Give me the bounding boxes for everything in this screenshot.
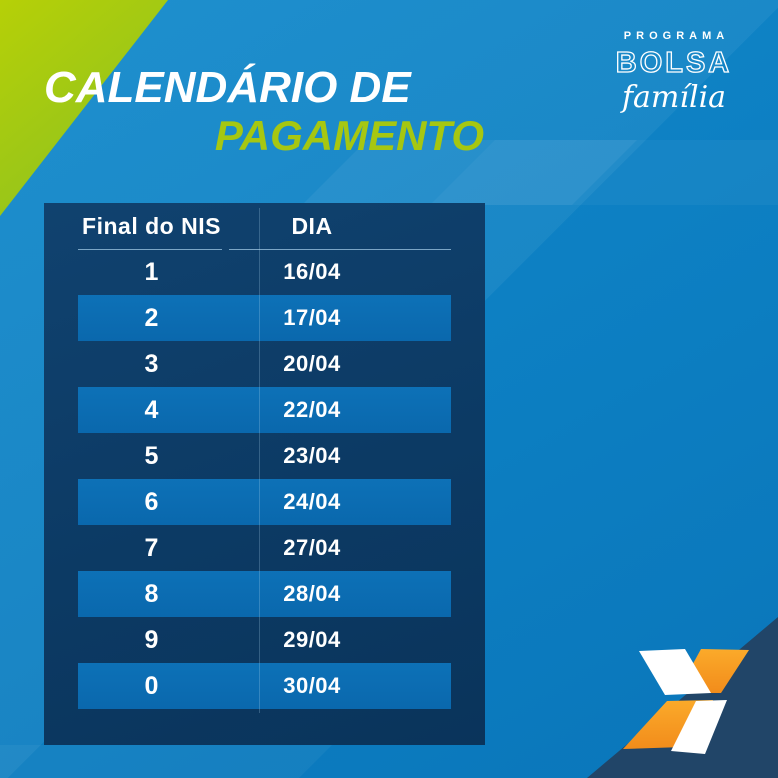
nis-cell: 2	[144, 303, 159, 332]
nis-cell: 9	[144, 625, 159, 654]
nis-cell: 0	[144, 671, 159, 700]
header-final-do-nis: Final do NIS	[82, 212, 221, 239]
logo-familia-text: família	[621, 80, 727, 115]
logo-bolsa-text-wrap: BOLSA	[594, 45, 754, 83]
caixa-x-icon	[623, 649, 749, 754]
logo-bolsa-outline: BOLSA	[615, 46, 733, 79]
calendar-table: Final do NIS DIA 1 16/04 2 17/04 3 20/04…	[78, 203, 451, 745]
header-rule-right	[229, 249, 451, 250]
dia-cell: 28/04	[283, 581, 341, 606]
nis-cell: 5	[144, 441, 159, 470]
title-line-1: CALENDÁRIO DE	[44, 63, 411, 112]
table-row: 8 28/04	[78, 571, 451, 617]
table-row: 4 22/04	[78, 387, 451, 433]
header-rule-left	[78, 249, 222, 250]
table-row: 2 17/04	[78, 295, 451, 341]
nis-cell: 7	[144, 533, 159, 562]
nis-cell: 3	[144, 349, 159, 378]
title-line-2: PAGAMENTO	[214, 111, 484, 159]
table-row: 9 29/04	[78, 617, 451, 663]
table-row: 7 27/04	[78, 525, 451, 571]
dia-cell: 23/04	[283, 443, 341, 468]
nis-cell: 8	[144, 579, 159, 608]
dia-cell: 20/04	[283, 351, 341, 376]
dia-cell: 30/04	[283, 673, 341, 698]
column-divider	[259, 208, 260, 713]
table-row: 6 24/04	[78, 479, 451, 525]
caixa-arm-top-left	[639, 649, 711, 695]
dia-cell: 22/04	[283, 397, 341, 422]
table-body: 1 16/04 2 17/04 3 20/04 4 22/04 5 23/04 …	[78, 249, 451, 709]
table-row: 3 20/04	[78, 341, 451, 387]
bolsa-familia-logo: PROGRAMA BOLSA família	[594, 30, 754, 115]
dia-cell: 17/04	[283, 305, 341, 330]
nis-cell: 4	[144, 395, 159, 424]
logo-programa-text: PROGRAMA	[623, 30, 730, 42]
table-row: 5 23/04	[78, 433, 451, 479]
table-row: 0 30/04	[78, 663, 451, 709]
logo-bolsa-text: BOLSA	[616, 47, 733, 78]
page-title: CALENDÁRIO DE PAGAMENTO	[44, 63, 484, 159]
calendar-table-panel: Final do NIS DIA 1 16/04 2 17/04 3 20/04…	[44, 203, 485, 745]
dia-cell: 24/04	[283, 489, 341, 514]
header-dia: DIA	[291, 212, 333, 239]
caixa-arm-bottom-right	[671, 700, 727, 754]
dia-cell: 29/04	[283, 627, 341, 652]
table-row: 1 16/04	[78, 249, 451, 295]
nis-cell: 6	[144, 487, 159, 516]
dia-cell: 27/04	[283, 535, 341, 560]
dia-cell: 16/04	[283, 259, 341, 284]
nis-cell: 1	[144, 257, 159, 286]
table-header-row: Final do NIS DIA	[78, 203, 451, 249]
